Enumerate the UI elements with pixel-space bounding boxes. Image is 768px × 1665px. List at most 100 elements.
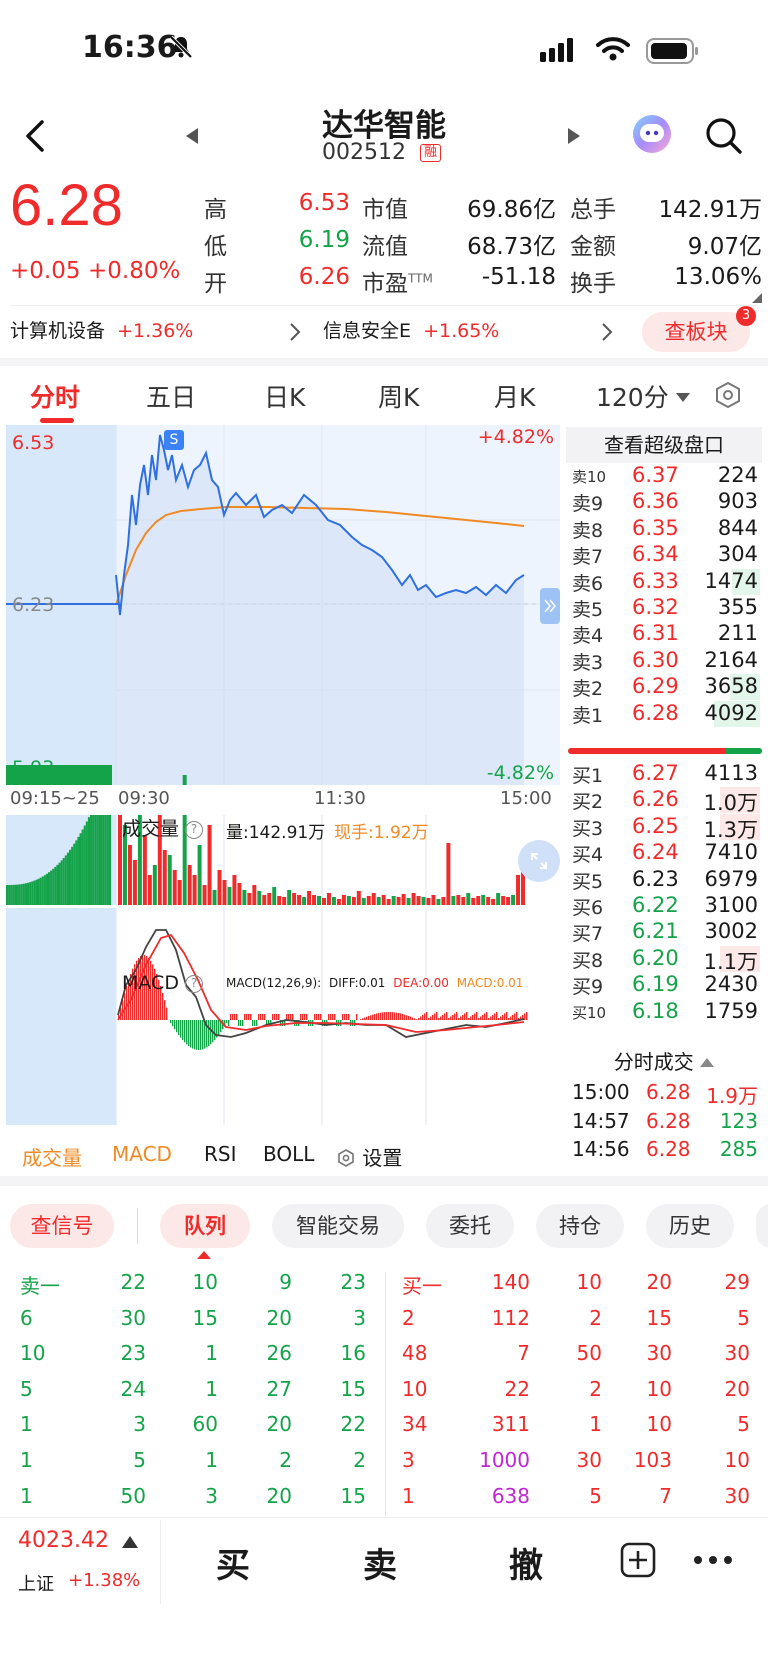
index-widget[interactable]: 4023.42 上证 +1.38% [0,1518,160,1608]
indicator-tab-macd[interactable]: MACD [112,1142,172,1166]
ask-row[interactable]: 卖6 6.33 1474 [570,568,760,597]
ask-row[interactable]: 卖10 6.37 224 [570,463,760,491]
open-label: 开 [204,271,227,297]
tab-label: 队列 [184,1214,226,1238]
tab-positions[interactable]: 持仓 [536,1204,624,1248]
queue-buy-cell: 140 [491,1270,530,1294]
indicator-tab-boll[interactable]: BOLL [263,1142,315,1166]
ask-label: 卖6 [572,572,604,595]
super-orderbook-button[interactable]: 查看超级盘口 [566,427,762,463]
indicator-tab-rsi[interactable]: RSI [204,1142,237,1166]
queue-sell-cell: 20 [266,1305,292,1330]
ask-price: 6.36 [632,489,679,514]
tab-weekly-k[interactable]: 周K [378,383,420,412]
queue-buy-cell: 买一 [402,1274,442,1298]
tab-monthly-k[interactable]: 月K [494,383,536,412]
bid-row[interactable]: 买5 6.23 6979 [570,867,760,895]
bid-row[interactable]: 买4 6.24 7410 [570,840,760,868]
float-cap-value: 68.73亿 [467,234,556,260]
queue-buy-cell: 10 [646,1376,672,1401]
bid-row[interactable]: 买6 6.22 3100 [570,893,760,921]
queue-buy-cell: 29 [724,1270,750,1294]
tab-history[interactable]: 历史 [646,1204,734,1248]
bid-row[interactable]: 买7 6.21 3002 [570,919,760,947]
ask-price: 6.33 [632,568,679,593]
bid-row[interactable]: 买1 6.27 4113 [570,761,760,789]
bid-label: 买2 [572,791,604,814]
ask-row[interactable]: 卖7 6.34 304 [570,542,760,570]
tab-smart-trade[interactable]: 智能交易 [272,1204,404,1248]
tab-five-day[interactable]: 五日 [146,383,197,412]
expand-chart-icon[interactable] [540,588,560,624]
ask-row[interactable]: 卖5 6.32 355 [570,595,760,623]
search-icon[interactable] [704,116,744,156]
tab-intraday[interactable]: 分时 [30,383,81,412]
assistant-icon[interactable] [630,114,674,154]
cancel-button[interactable]: 撤 [509,1546,543,1586]
dropdown-icon[interactable] [676,388,690,402]
bid-row[interactable]: 买3 6.25 1.3万 [570,813,760,842]
bid-label: 买5 [572,870,604,893]
volume-panel-label[interactable]: 成交量 ? [122,814,204,841]
sector-pct: +1.65% [423,320,500,342]
queue-sell-cell: 23 [120,1341,146,1366]
queue-buy-cell: 7 [517,1341,530,1366]
ask-row[interactable]: 卖9 6.36 903 [570,489,760,517]
prev-stock-icon[interactable] [184,126,200,146]
sector-pct: +1.36% [117,320,194,342]
add-icon[interactable] [620,1542,656,1578]
volume-fill-bar [732,568,760,595]
sector-item-1[interactable]: 计算机设备 +1.36% [10,316,193,343]
tab-check-signal[interactable]: 查信号 [10,1204,114,1248]
sector-button[interactable]: 查板块 [642,312,750,352]
queue-sell-cell: 1 [205,1341,218,1366]
tab-daily-k[interactable]: 日K [264,383,306,412]
tab-more-partial[interactable] [756,1204,768,1248]
bid-row[interactable]: 买8 6.20 1.1万 [570,945,760,974]
back-icon[interactable] [22,118,50,154]
settings-hex-icon[interactable] [713,380,743,410]
bid-row[interactable]: 买9 6.19 2430 [570,972,760,1000]
tab-orders[interactable]: 委托 [426,1204,514,1248]
turnover-label: 换手 [570,271,616,297]
chevron-right-icon[interactable] [288,321,302,343]
ask-row[interactable]: 卖1 6.28 4092 [570,700,760,729]
help-icon[interactable]: ? [185,821,204,839]
ask-row[interactable]: 卖2 6.29 3658 [570,674,760,702]
queue-sell-cell: 22 [340,1412,366,1437]
tick-row: 14:56 6.28 285 [570,1137,760,1165]
sell-button[interactable]: 卖 [363,1546,397,1586]
bid-volume: 1.1万 [703,949,758,974]
sector-item-2[interactable]: 信息安全E +1.65% [323,316,499,343]
queue-buy-cell: 30 [576,1448,602,1472]
next-stock-icon[interactable] [566,126,582,146]
bid-volume: 7410 [704,840,758,865]
ask-row[interactable]: 卖4 6.31 211 [570,621,760,649]
bid-volume: 1.3万 [703,817,758,842]
battery-icon [646,38,700,64]
tab-120min[interactable]: 120分 [596,383,669,412]
queue-buy-cell: 22 [504,1376,530,1401]
chevron-right-icon[interactable] [600,321,614,343]
more-icon[interactable] [692,1552,734,1568]
ticks-header[interactable]: 分时成交 [566,1046,762,1075]
fullscreen-icon[interactable] [518,840,560,882]
queue-sell-cell: 1 [20,1448,33,1472]
help-icon[interactable]: ? [185,975,204,993]
ask-row[interactable]: 卖3 6.30 2164 [570,648,760,676]
bid-price: 6.18 [632,998,679,1023]
indicator-settings[interactable]: 设置 [336,1142,402,1171]
active-tab-indicator [40,418,74,423]
bid-row[interactable]: 买2 6.26 1.0万 [570,787,760,815]
signal-badge[interactable]: S [164,430,184,450]
macd-panel-label[interactable]: MACD ? [122,972,204,994]
bid-row[interactable]: 买10 6.18 1759 [570,999,760,1027]
tab-queue[interactable]: 队列 [160,1204,250,1248]
ask-row[interactable]: 卖8 6.35 844 [570,516,760,544]
queue-sell-cell: 15 [192,1305,218,1330]
queue-sell-cell: 22 [120,1270,146,1294]
buy-button[interactable]: 买 [216,1546,250,1586]
indicator-tab-volume[interactable]: 成交量 [22,1146,82,1170]
intraday-chart[interactable] [6,425,560,1125]
index-up-icon [122,1534,138,1548]
